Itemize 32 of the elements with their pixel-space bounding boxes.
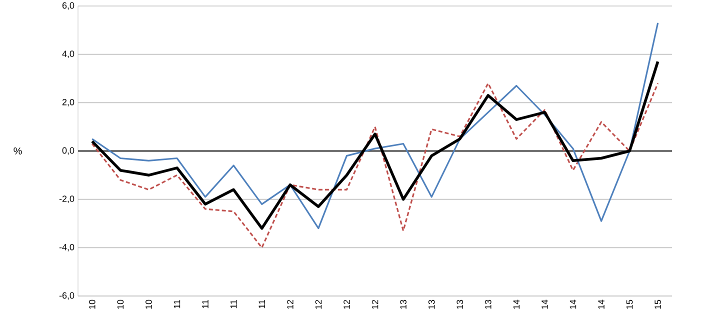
x-tick-label: 12 [315,300,322,309]
x-tick-label: 10 [146,300,152,309]
x-tick-label: 14 [513,300,520,309]
y-tick-label: -4,0 [59,244,74,252]
x-tick-label: 15 [654,300,661,309]
x-tick-label: 11 [202,300,208,308]
x-tick-label: 14 [542,300,548,309]
y-tick-label: -6,0 [59,292,74,300]
y-tick-label: 2,0 [62,98,74,106]
x-tick-label: 13 [456,300,464,309]
x-tick-label: 15 [626,300,633,309]
x-tick-label: 12 [344,300,350,309]
y-tick-label: 6,0 [62,2,74,10]
line-series [90,60,660,230]
x-tick-label: 10 [117,300,124,309]
x-tick-label: 11 [230,300,237,308]
x-tick-label: 11 [258,300,265,308]
x-tick-label: 14 [598,300,604,309]
y-tick-label: 0,0 [62,147,74,155]
x-tick-label: 13 [428,300,435,309]
x-tick-label: 10 [88,300,96,309]
y-axis-title: % [14,148,22,154]
x-tick-label: 14 [570,300,576,309]
line-series [91,82,659,248]
x-tick-label: 12 [287,300,294,309]
line-series [91,22,659,230]
x-tick-label: 13 [400,300,406,309]
x-tick-label: 11 [174,300,180,308]
x-tick-label: 12 [372,300,378,309]
x-tick-label: 13 [484,300,492,309]
y-tick-label: -2,0 [59,196,74,204]
y-tick-label: 4,0 [62,50,74,58]
